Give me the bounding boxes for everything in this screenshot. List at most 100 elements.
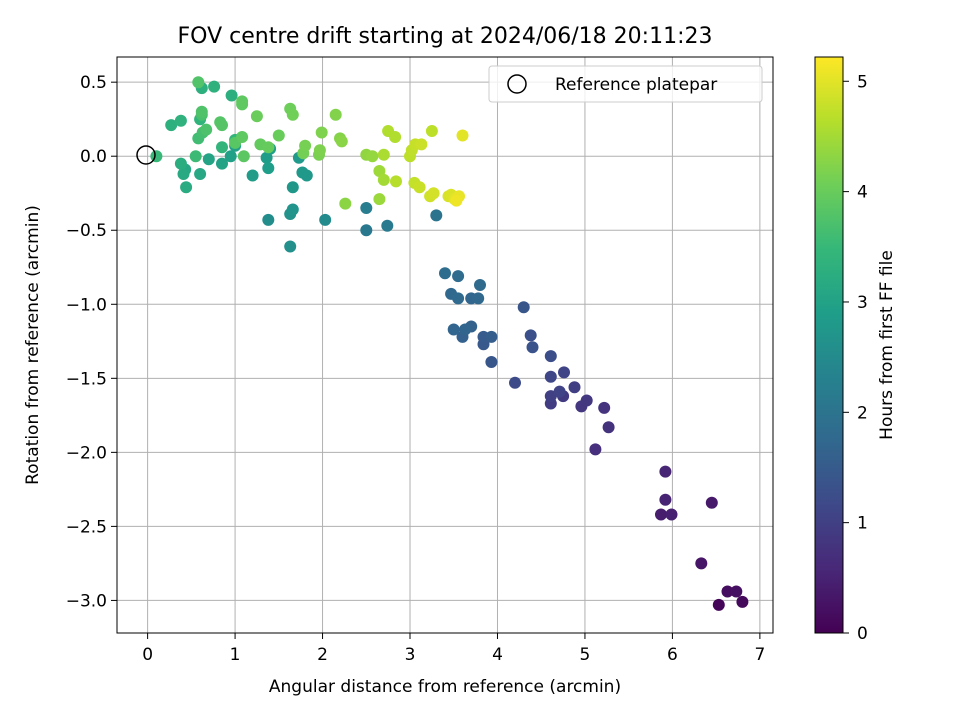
data-point [225, 89, 238, 102]
data-point [335, 135, 348, 148]
data-point [452, 292, 465, 305]
x-tick-label: 5 [580, 645, 591, 665]
data-point [721, 585, 734, 598]
data-point [695, 557, 708, 570]
data-point [558, 366, 570, 379]
data-point [194, 168, 207, 180]
data-point [524, 329, 537, 342]
y-tick-label: −0.5 [66, 221, 107, 241]
data-point [174, 157, 187, 170]
data-point [262, 213, 275, 226]
colorbar-label: Hours from first FF file [877, 250, 897, 440]
data-point [659, 465, 672, 478]
data-point [373, 193, 386, 206]
y-tick-label: −1.5 [66, 369, 107, 389]
data-point [459, 323, 472, 336]
data-point [262, 162, 275, 175]
y-tick-label: −2.0 [66, 443, 107, 463]
data-point [425, 125, 438, 137]
data-point [730, 585, 743, 598]
data-point [377, 148, 390, 161]
colorbar-tick-label: 5 [857, 72, 868, 92]
data-point [299, 139, 312, 152]
y-tick-label: 0.5 [80, 73, 107, 93]
data-point [456, 129, 469, 142]
data-point [360, 202, 373, 214]
x-tick-label: 1 [230, 645, 241, 665]
data-point [329, 108, 342, 121]
data-point [360, 224, 373, 237]
x-tick-label: 0 [142, 645, 153, 665]
legend-entry-reference-platepar: Reference platepar [555, 75, 717, 95]
legend-marker-icon [507, 74, 527, 94]
plot-frame [116, 56, 774, 634]
data-point [447, 323, 460, 336]
colorbar-tick-label: 0 [857, 624, 868, 644]
data-point [659, 493, 672, 506]
data-point [195, 105, 208, 118]
data-point [216, 141, 228, 154]
data-point [246, 169, 259, 182]
legend-box [488, 65, 763, 103]
data-point [472, 292, 485, 305]
data-point [485, 356, 498, 368]
colorbar: 0 1 2 3 4 5 Hours from first FF file [814, 56, 897, 644]
data-point [450, 194, 463, 207]
data-point [319, 213, 332, 226]
data-point [655, 508, 667, 521]
data-point [237, 150, 250, 163]
data-point [236, 95, 249, 108]
data-point [366, 150, 379, 163]
data-point [427, 187, 440, 200]
data-point [598, 401, 611, 414]
data-point [339, 197, 352, 210]
data-point [250, 110, 263, 123]
data-point [313, 144, 326, 157]
data-point [202, 153, 215, 166]
data-point [192, 76, 205, 89]
x-tick-label: 2 [317, 645, 328, 665]
data-point [553, 385, 566, 398]
data-point [517, 301, 530, 314]
data-point [180, 181, 193, 194]
y-tick-label: 0.0 [80, 147, 107, 167]
data-point [200, 123, 213, 136]
data-point [665, 508, 678, 521]
data-point [390, 175, 402, 188]
data-point [568, 381, 581, 394]
data-point [712, 598, 725, 611]
data-point [415, 138, 428, 151]
data-point [177, 168, 190, 180]
y-axis: 0.5 0.0 −0.5 −1.0 −1.5 −2.0 −2.5 −3.0 [66, 73, 117, 611]
data-point [216, 119, 228, 132]
data-point [224, 150, 237, 163]
colorbar-tick-label: 4 [857, 183, 868, 203]
data-point [286, 181, 299, 194]
colorbar-gradient [814, 56, 844, 634]
legend: Reference platepar [488, 65, 763, 103]
x-axis: 0 1 2 3 4 5 6 7 [142, 633, 765, 665]
grid [117, 57, 773, 633]
data-point [286, 108, 299, 121]
y-tick-label: −2.5 [66, 517, 107, 537]
x-tick-label: 4 [492, 645, 503, 665]
data-point [165, 119, 178, 132]
data-point [474, 279, 486, 291]
data-point [208, 80, 221, 93]
data-point [602, 421, 615, 434]
x-axis-label: Angular distance from reference (arcmin) [269, 677, 621, 697]
data-point [452, 270, 465, 283]
data-point [526, 341, 539, 354]
colorbar-tick-label: 3 [857, 293, 868, 313]
data-point [544, 370, 557, 383]
data-point [284, 240, 297, 253]
data-point [580, 394, 593, 407]
reference-platepar-marker [136, 145, 156, 165]
data-point [485, 330, 498, 343]
data-point [296, 166, 309, 179]
data-point [413, 181, 426, 194]
y-tick-label: −1.0 [66, 295, 107, 315]
data-point [377, 173, 390, 186]
data-point [430, 209, 443, 222]
